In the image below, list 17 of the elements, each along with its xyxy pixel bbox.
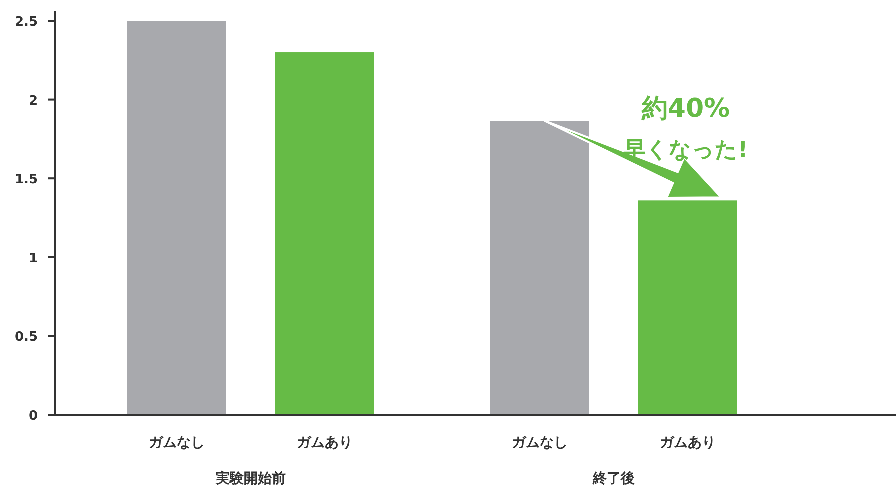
text: ガムあり: [660, 435, 716, 451]
y-tick-label: 0.5: [14, 330, 38, 346]
x-tick-label: 終了後: [592, 471, 635, 487]
series-label: ガムなし: [149, 435, 205, 451]
bar: [638, 200, 738, 415]
y-tick-label: 0: [28, 409, 38, 424]
y-tick-label: 2.5: [14, 15, 38, 30]
bar: [490, 121, 590, 415]
text: ガムなし: [512, 435, 568, 451]
y-tick-label: 1: [28, 251, 38, 266]
y-tick-label: 2: [28, 94, 38, 109]
x-tick-label: 実験開始前: [216, 470, 286, 487]
annotation: 約40%: [640, 94, 730, 124]
bar: [276, 52, 374, 415]
series-label: ガムあり: [297, 435, 353, 451]
y-tick-label: 1.5: [14, 172, 38, 188]
bar: [128, 21, 226, 415]
